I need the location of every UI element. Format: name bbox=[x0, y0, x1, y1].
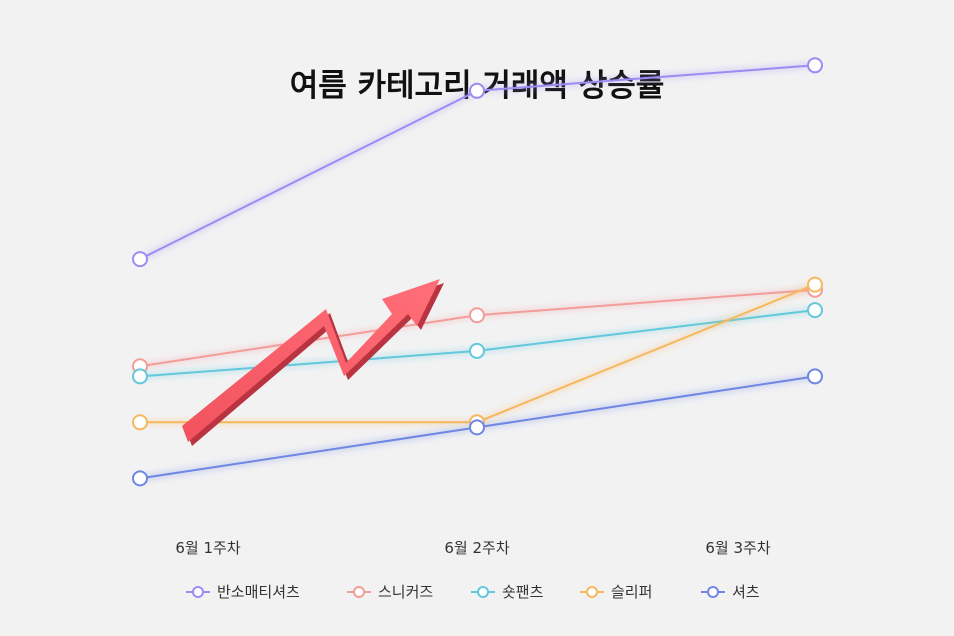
legend-marker bbox=[707, 586, 719, 598]
legend-marker bbox=[586, 586, 598, 598]
data-point[interactable] bbox=[807, 276, 823, 293]
data-point[interactable] bbox=[807, 57, 823, 74]
arrow-icon-face bbox=[182, 279, 440, 442]
data-point[interactable] bbox=[469, 419, 485, 436]
arrow-icon bbox=[182, 279, 444, 446]
data-point[interactable] bbox=[469, 307, 485, 324]
legend: 반소매티셔츠 스니커즈 숏팬츠 슬리퍼 셔츠 bbox=[186, 583, 760, 601]
legend-item[interactable]: 반소매티셔츠 bbox=[186, 583, 300, 601]
legend-item[interactable]: 셔츠 bbox=[701, 583, 760, 601]
legend-marker bbox=[477, 586, 489, 598]
data-point[interactable] bbox=[469, 82, 485, 99]
legend-label: 셔츠 bbox=[732, 583, 760, 601]
legend-label: 반소매티셔츠 bbox=[217, 583, 300, 601]
legend-label: 숏팬츠 bbox=[502, 583, 544, 601]
data-point[interactable] bbox=[132, 470, 148, 487]
legend-label: 스니커즈 bbox=[378, 583, 433, 601]
data-point[interactable] bbox=[469, 342, 485, 359]
x-tick-label: 6월 3주차 bbox=[705, 539, 770, 557]
legend-item[interactable]: 스니커즈 bbox=[347, 583, 433, 601]
legend-marker bbox=[353, 586, 365, 598]
data-point[interactable] bbox=[132, 251, 148, 268]
legend-marker bbox=[192, 586, 204, 598]
legend-label: 슬리퍼 bbox=[611, 583, 652, 601]
x-axis: 6월 1주차 6월 2주차 6월 3주차 bbox=[175, 539, 770, 557]
data-point[interactable] bbox=[807, 368, 823, 385]
legend-item[interactable]: 숏팬츠 bbox=[471, 583, 544, 601]
legend-item[interactable]: 슬리퍼 bbox=[580, 583, 652, 601]
x-tick-label: 6월 1주차 bbox=[175, 539, 240, 557]
data-point[interactable] bbox=[132, 414, 148, 431]
x-tick-label: 6월 2주차 bbox=[444, 539, 509, 557]
data-point[interactable] bbox=[807, 302, 823, 319]
data-point[interactable] bbox=[132, 368, 148, 385]
series-layer bbox=[132, 57, 823, 487]
